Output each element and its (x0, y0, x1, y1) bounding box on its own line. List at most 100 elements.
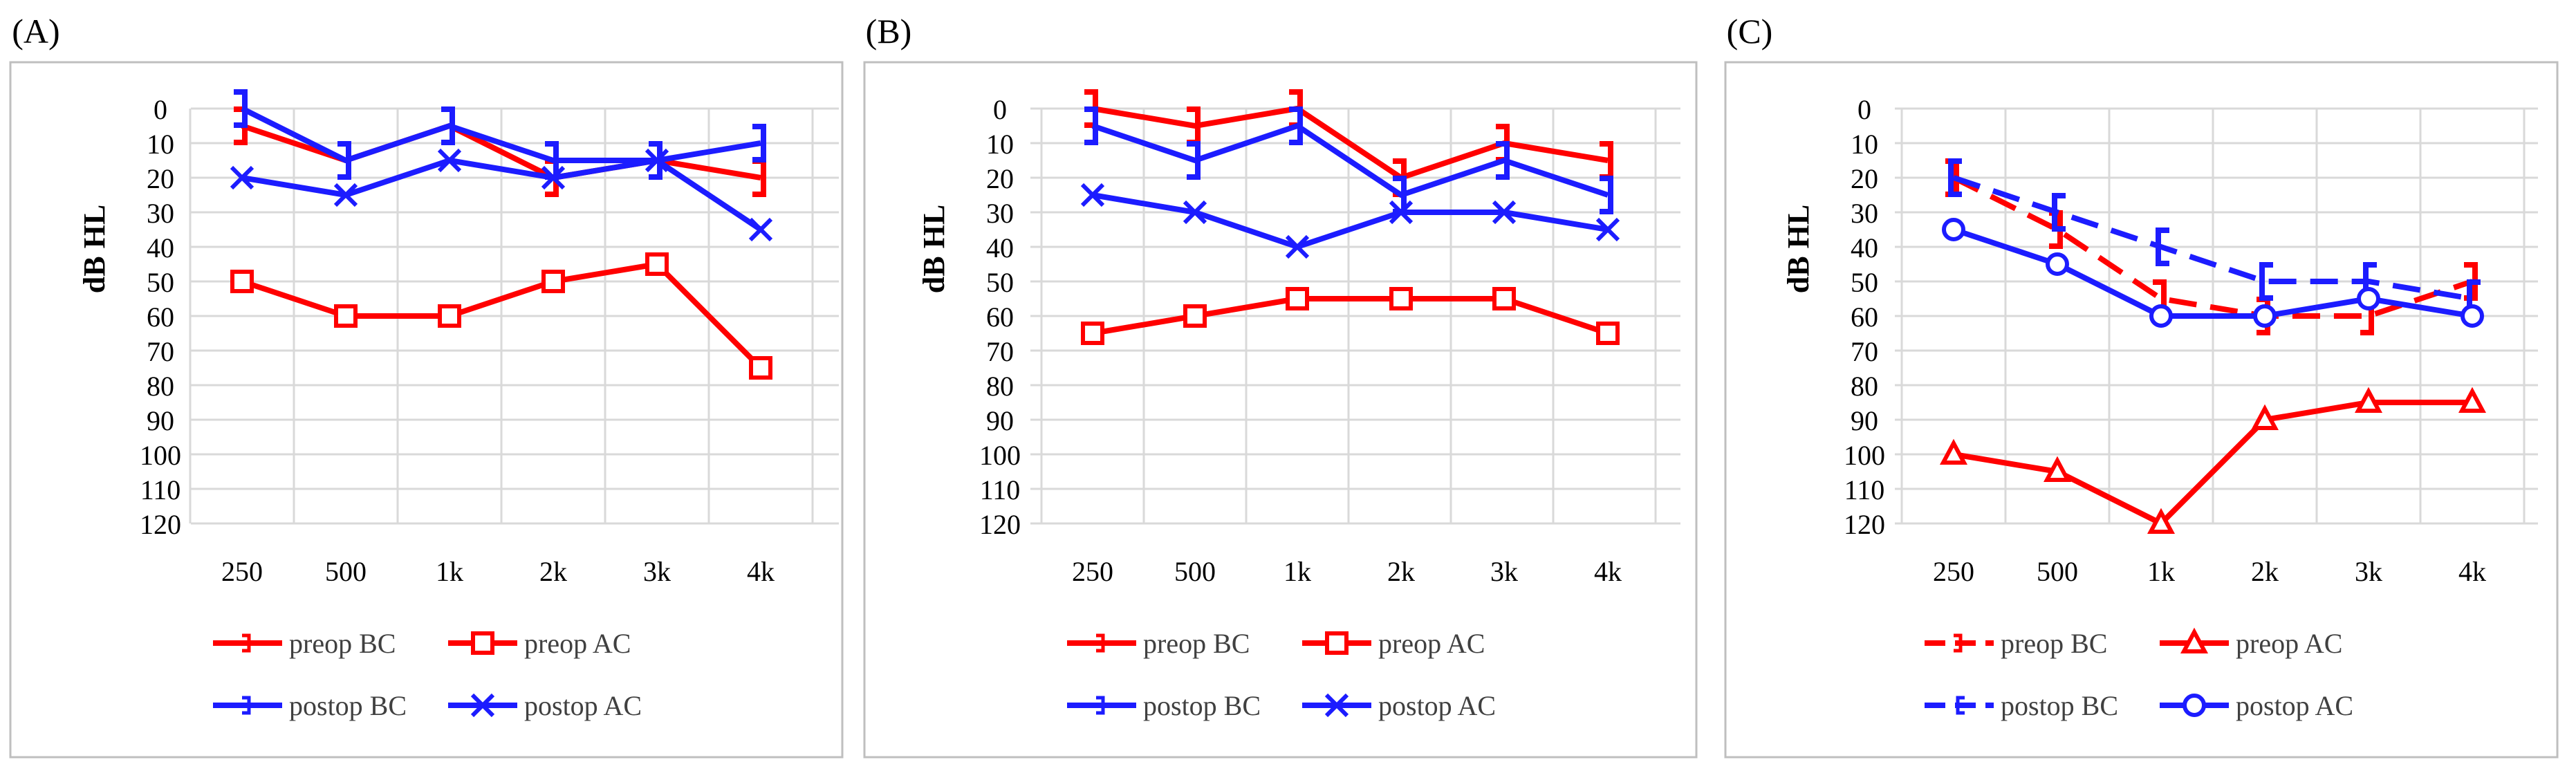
y-axis-label: dB HL (77, 205, 111, 293)
y-tick-label: 40 (147, 232, 174, 263)
data-point-postop-ac (1080, 183, 1105, 207)
series-line-postop-ac (1092, 192, 1609, 250)
y-tick-label: 30 (986, 198, 1014, 229)
x-tick-label: 4k (747, 556, 775, 587)
data-point-postop-ac (2149, 304, 2173, 328)
legend-item-postop-ac: postop AC (1302, 690, 1496, 721)
series-line-postop-bc (241, 106, 761, 163)
y-tick-label: 50 (147, 267, 174, 298)
data-point-preop-ac (2354, 387, 2383, 413)
legend-marker (242, 633, 251, 653)
x-tick-label: 2k (2251, 556, 2279, 587)
panel-b-label: (B) (866, 12, 912, 50)
legend-label: preop AC (1378, 628, 1485, 659)
data-point-postop-ac (748, 217, 773, 242)
series-line-preop-bc (1092, 106, 1609, 180)
series-preop-ac (1939, 387, 2487, 534)
series-preop-ac (230, 252, 772, 380)
y-tick-label: 30 (1851, 198, 1878, 229)
data-point-preop-ac (438, 304, 461, 328)
series-line-preop-ac (241, 261, 763, 370)
legend-marker (242, 696, 251, 715)
y-tick-label: 20 (147, 163, 174, 194)
panel-a-label: (A) (12, 12, 59, 50)
y-tick-label: 90 (1851, 405, 1878, 436)
series-postop-ac (1080, 183, 1620, 259)
data-point-preop-ac (1596, 322, 1620, 345)
data-point-postop-ac (2046, 252, 2069, 276)
series-line-postop-ac (241, 158, 763, 232)
legend-label: preop AC (524, 628, 631, 659)
y-tick-label: 80 (1851, 371, 1878, 402)
x-tick-label: 1k (2147, 556, 2175, 587)
legend-item-preop-ac: preop AC (2160, 627, 2342, 659)
legend-marker (1096, 633, 1105, 653)
data-point-postop-bc (2156, 227, 2169, 266)
y-tick-label: 110 (1844, 474, 1885, 505)
legend-marker (1325, 631, 1349, 655)
data-point-postop-bc (1084, 106, 1098, 145)
series-line-preop-bc (1952, 175, 2474, 319)
data-point-postop-bc (1289, 106, 1303, 145)
data-point-postop-bc (1496, 141, 1510, 180)
panel-c-label: (C) (1727, 12, 1773, 50)
y-tick-label: 60 (1851, 301, 1878, 333)
y-tick-label: 20 (1851, 163, 1878, 194)
legend-marker (1324, 693, 1349, 718)
legend-label: postop AC (1378, 690, 1496, 721)
legend-item-postop-ac: postop AC (448, 690, 642, 721)
y-tick-label: 120 (1844, 509, 1885, 540)
legend-item-preop-ac: preop AC (448, 628, 631, 659)
y-tick-label: 40 (1851, 232, 1878, 263)
series-line-postop-bc (1952, 175, 2473, 301)
x-tick-label: 2k (539, 556, 567, 587)
data-point-preop-ac (2458, 387, 2487, 413)
data-point-preop-ac (645, 252, 669, 276)
data-point-preop-ac (1081, 322, 1104, 345)
y-tick-label: 110 (980, 474, 1021, 505)
y-tick-label: 50 (986, 267, 1014, 298)
data-point-preop-ac (749, 356, 772, 380)
legend-label: preop BC (1143, 628, 1250, 659)
y-axis-label: dB HL (1781, 205, 1815, 293)
legend-marker (470, 693, 495, 718)
data-point-preop-ac (230, 270, 254, 293)
legend-marker (1956, 696, 1965, 715)
y-tick-label: 10 (986, 129, 1014, 160)
legend-item-postop-bc: postop BC (1925, 690, 2118, 721)
y-tick-label: 70 (147, 336, 174, 367)
data-point-postop-bc (752, 124, 766, 162)
y-tick-label: 10 (1851, 129, 1878, 160)
y-tick-label: 90 (147, 405, 174, 436)
legend-item-postop-bc: postop BC (213, 690, 407, 721)
legend-label: preop AC (2236, 628, 2342, 659)
y-tick-label: 80 (147, 371, 174, 402)
data-point-preop-ac (2147, 508, 2176, 534)
x-tick-label: 250 (1933, 556, 1974, 587)
data-point-postop-ac (1492, 200, 1517, 225)
data-point-postop-bc (441, 106, 455, 145)
series-preop-ac (1081, 287, 1620, 345)
data-point-postop-ac (2461, 304, 2484, 328)
data-point-postop-ac (2253, 304, 2277, 328)
data-point-preop-ac (541, 270, 565, 293)
y-tick-label: 0 (993, 94, 1007, 125)
x-tick-label: 3k (1490, 556, 1518, 587)
data-point-preop-ac (2250, 404, 2279, 430)
legend-label: preop BC (289, 628, 396, 659)
data-point-postop-ac (437, 148, 462, 173)
data-point-preop-ac (1183, 304, 1207, 328)
y-tick-label: 40 (986, 232, 1014, 263)
y-tick-label: 100 (140, 440, 181, 471)
data-point-postop-ac (333, 183, 358, 207)
y-tick-label: 30 (147, 198, 174, 229)
x-tick-label: 3k (643, 556, 671, 587)
series-line-preop-ac (1953, 400, 2472, 526)
y-tick-label: 110 (140, 474, 181, 505)
y-tick-label: 100 (979, 440, 1021, 471)
x-tick-label: 500 (1174, 556, 1216, 587)
